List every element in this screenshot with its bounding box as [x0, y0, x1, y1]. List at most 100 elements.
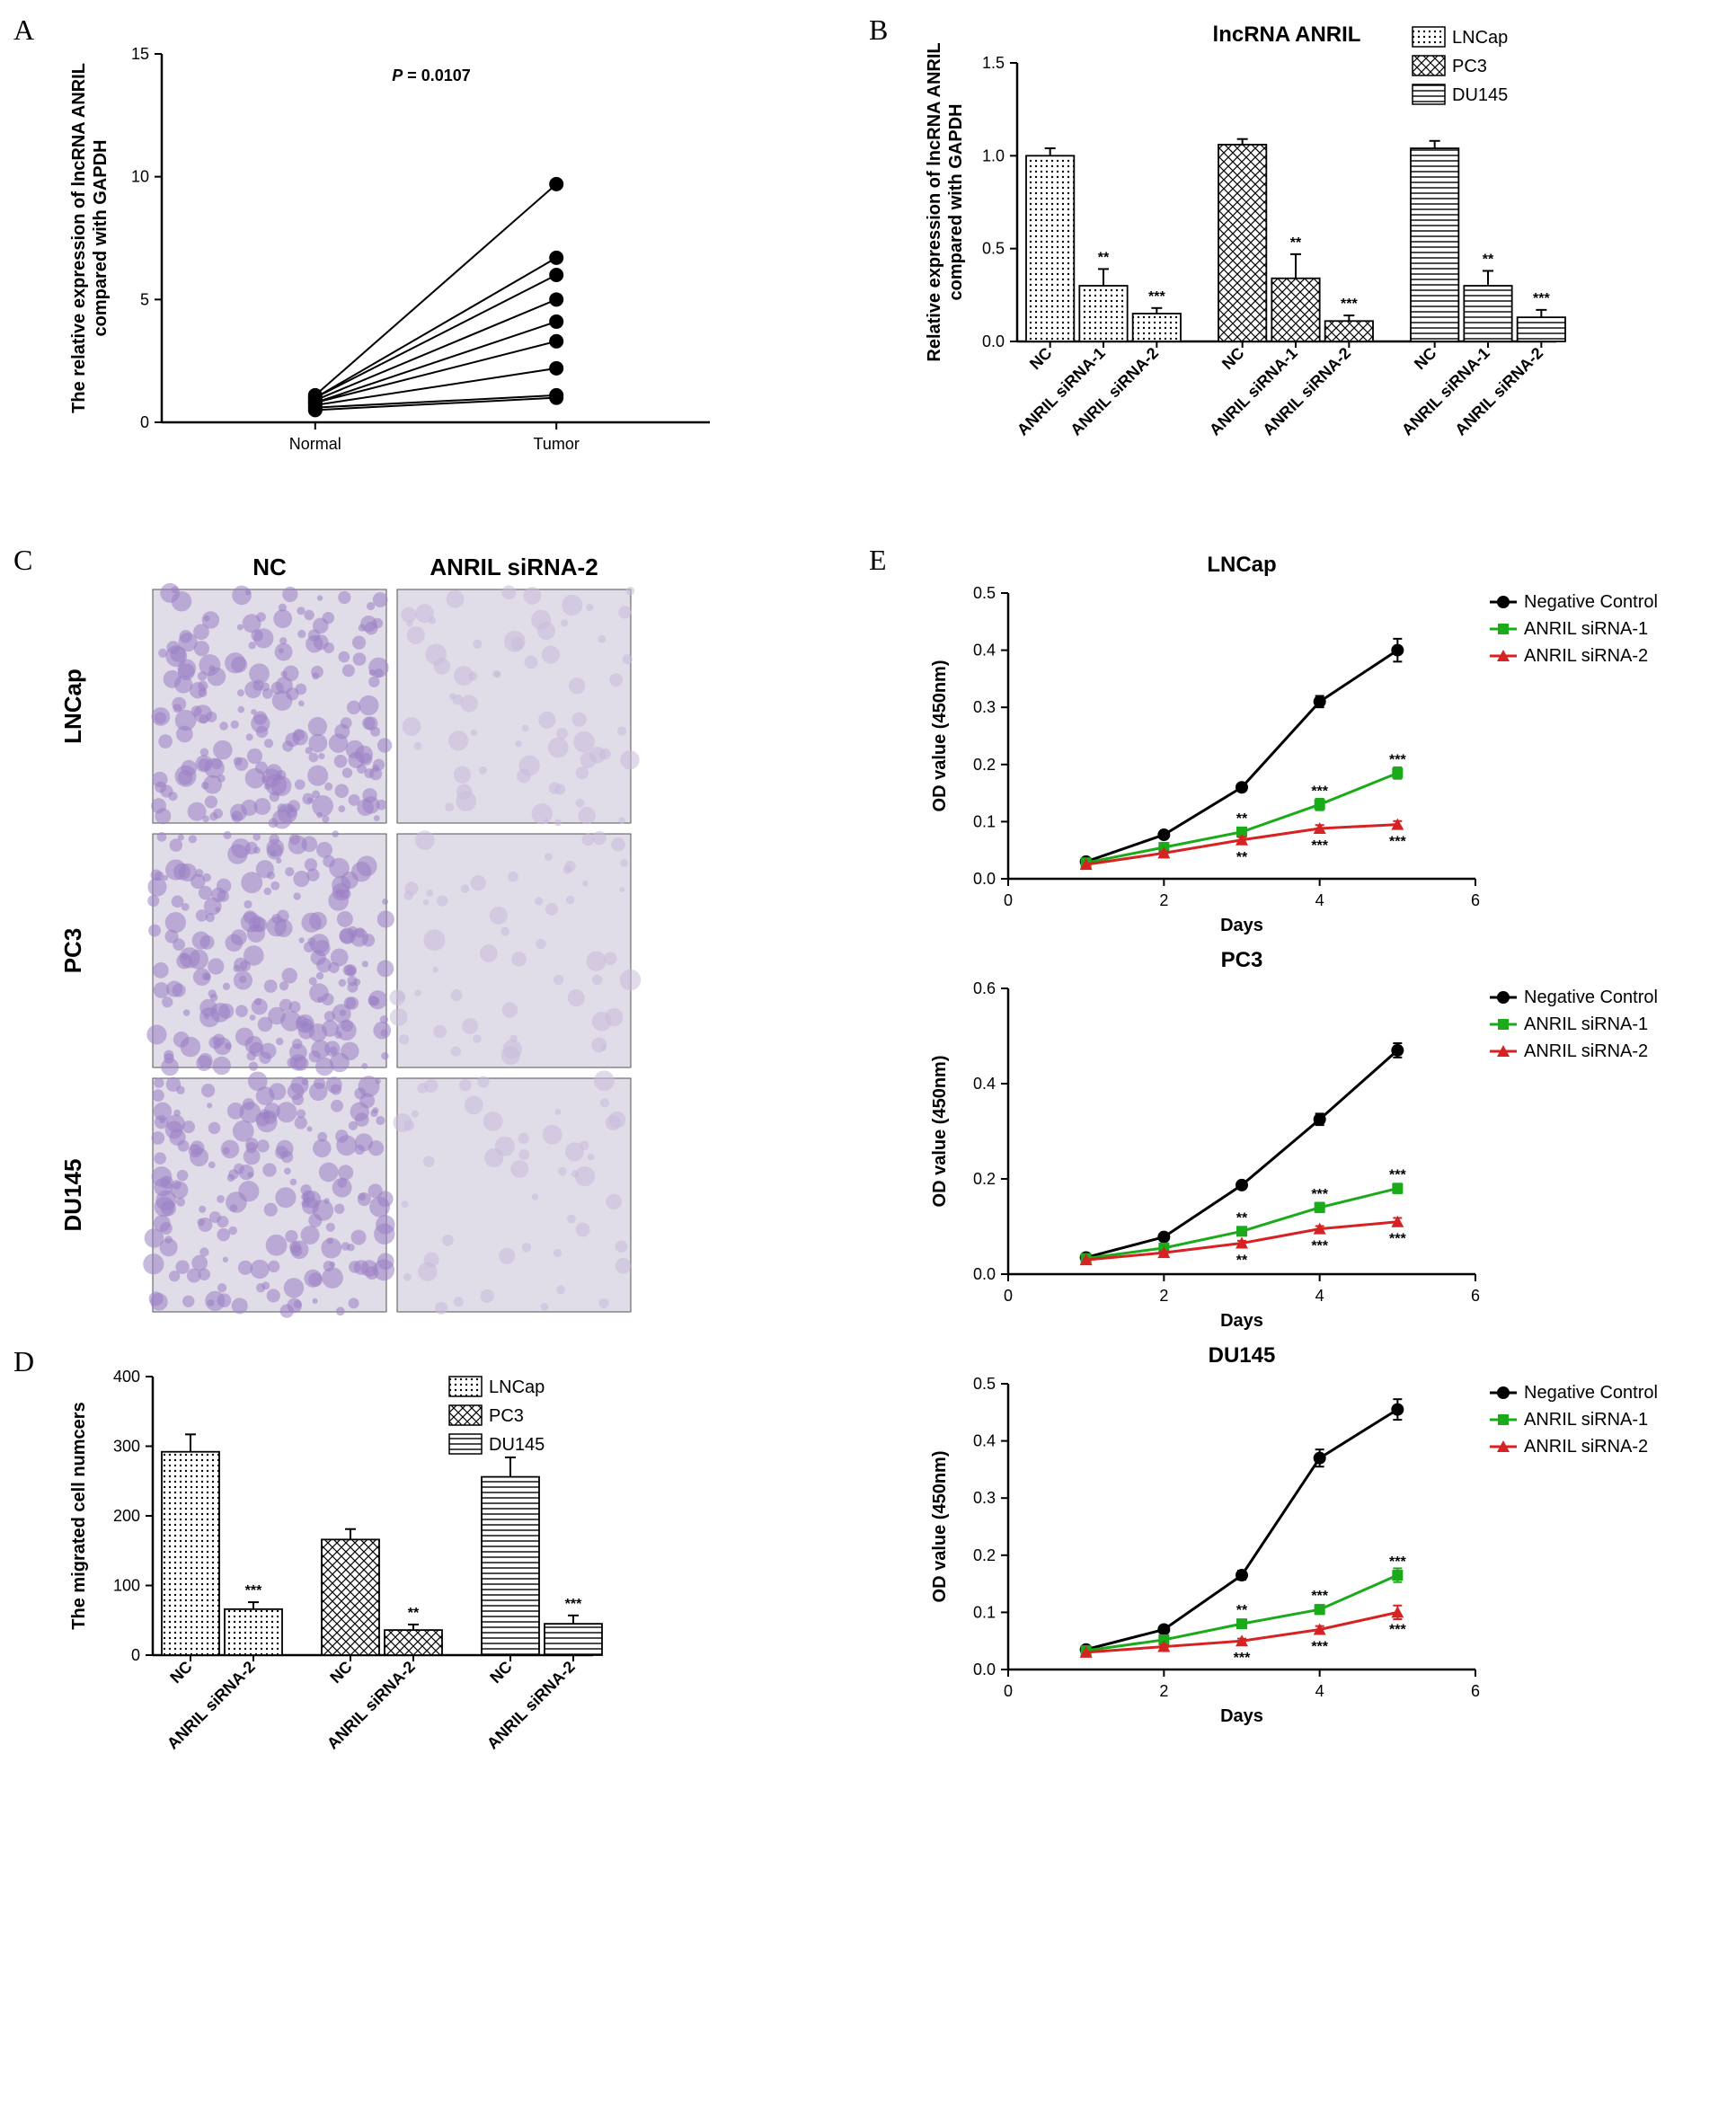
svg-text:0.5: 0.5: [973, 584, 996, 602]
svg-text:The relative expression of lnc: The relative expression of lncRNA ANRILc…: [69, 63, 111, 413]
svg-text:DU145: DU145: [1209, 1343, 1276, 1368]
svg-text:6: 6: [1471, 1682, 1480, 1700]
svg-text:DU145: DU145: [489, 1435, 545, 1455]
svg-text:0: 0: [1004, 891, 1013, 909]
panel-a-chart: 051015NormalTumorP = 0.0107The relative …: [54, 18, 846, 485]
panel-b-chart: 0.00.51.01.5lncRNA ANRIL***************N…: [909, 18, 1718, 521]
svg-text:NC: NC: [166, 1658, 196, 1687]
svg-text:Normal: Normal: [289, 435, 341, 453]
svg-text:***: ***: [1533, 291, 1550, 306]
panel-b: B 0.00.51.01.5lncRNA ANRIL**************…: [873, 18, 1718, 521]
panel-b-label: B: [869, 13, 888, 47]
svg-text:P = 0.0107: P = 0.0107: [392, 66, 471, 84]
svg-text:0.6: 0.6: [973, 979, 996, 997]
svg-text:***: ***: [1311, 1639, 1328, 1654]
svg-text:Days: Days: [1220, 916, 1263, 935]
svg-text:NC: NC: [252, 554, 287, 580]
svg-text:PC3: PC3: [1221, 948, 1263, 972]
svg-text:0: 0: [1004, 1287, 1013, 1305]
svg-text:***: ***: [1311, 784, 1328, 799]
svg-text:0: 0: [140, 413, 149, 431]
svg-text:6: 6: [1471, 1287, 1480, 1305]
svg-text:OD value (450nm): OD value (450nm): [930, 1451, 950, 1603]
svg-text:300: 300: [113, 1438, 140, 1456]
svg-text:LNCap: LNCap: [1452, 28, 1508, 48]
panel-d-chart: 0100200300400********NCANRIL siRNA-2NCAN…: [54, 1350, 846, 1835]
svg-text:Negative Control: Negative Control: [1524, 592, 1658, 612]
svg-text:**: **: [1236, 1210, 1248, 1226]
svg-text:0: 0: [131, 1646, 140, 1664]
svg-text:ANRIL siRNA-2: ANRIL siRNA-2: [1524, 1041, 1648, 1061]
panel-c-label: C: [13, 544, 32, 577]
svg-text:***: ***: [1311, 1239, 1328, 1254]
svg-text:**: **: [1236, 850, 1248, 865]
svg-text:NC: NC: [1026, 344, 1056, 374]
svg-text:4: 4: [1315, 1682, 1324, 1700]
svg-text:LNCap: LNCap: [489, 1377, 545, 1397]
svg-text:The migrated cell numcers: The migrated cell numcers: [69, 1402, 89, 1629]
svg-text:200: 200: [113, 1507, 140, 1525]
svg-text:4: 4: [1315, 1287, 1324, 1305]
svg-text:100: 100: [113, 1577, 140, 1595]
svg-text:NC: NC: [326, 1658, 356, 1687]
svg-text:lncRNA ANRIL: lncRNA ANRIL: [1213, 22, 1361, 47]
svg-text:OD value (450nm): OD value (450nm): [930, 1056, 950, 1208]
svg-text:***: ***: [1234, 1651, 1251, 1666]
svg-text:**: **: [1236, 1253, 1248, 1269]
svg-text:LNCap: LNCap: [1207, 553, 1276, 577]
svg-text:**: **: [1290, 235, 1302, 251]
svg-text:0.1: 0.1: [973, 812, 996, 830]
svg-text:0.3: 0.3: [973, 1489, 996, 1507]
svg-text:0.0: 0.0: [973, 1661, 996, 1678]
svg-text:Relative expression of lncRNA: Relative expression of lncRNA ANRILcompa…: [925, 42, 966, 361]
svg-text:Negative Control: Negative Control: [1524, 1383, 1658, 1403]
svg-text:2: 2: [1159, 1682, 1168, 1700]
svg-text:***: ***: [1389, 1168, 1406, 1183]
svg-text:0: 0: [1004, 1682, 1013, 1700]
svg-text:NC: NC: [1218, 344, 1248, 374]
svg-text:5: 5: [140, 290, 149, 308]
svg-text:2: 2: [1159, 891, 1168, 909]
svg-text:PC3: PC3: [1452, 57, 1487, 76]
svg-text:0.4: 0.4: [973, 1432, 996, 1450]
svg-text:0.2: 0.2: [973, 756, 996, 774]
svg-text:***: ***: [1389, 1622, 1406, 1637]
svg-text:PC3: PC3: [59, 928, 86, 974]
panel-c-grid: NC ANRIL siRNA-2 LNCap PC3 DU145: [54, 548, 846, 1323]
svg-text:Days: Days: [1220, 1706, 1263, 1726]
panel-c: C NCANRIL siRNA-2LNCapPC3DU145: [18, 548, 846, 1323]
svg-text:NC: NC: [1411, 344, 1440, 374]
svg-text:***: ***: [1389, 1554, 1406, 1570]
svg-text:400: 400: [113, 1368, 140, 1386]
svg-text:***: ***: [245, 1583, 262, 1599]
svg-text:***: ***: [1389, 752, 1406, 767]
svg-text:ANRIL siRNA-2: ANRIL siRNA-2: [1524, 1437, 1648, 1457]
panel-d: D 0100200300400********NCANRIL siRNA-2NC…: [18, 1350, 846, 1835]
svg-text:***: ***: [1389, 1232, 1406, 1247]
svg-text:***: ***: [1341, 297, 1358, 312]
svg-text:***: ***: [1311, 838, 1328, 854]
svg-text:LNCap: LNCap: [59, 669, 86, 744]
svg-text:10: 10: [131, 168, 149, 186]
svg-text:NC: NC: [486, 1658, 516, 1687]
svg-text:DU145: DU145: [59, 1159, 86, 1232]
svg-text:15: 15: [131, 45, 149, 63]
svg-text:0.4: 0.4: [973, 642, 996, 660]
svg-text:***: ***: [1389, 835, 1406, 850]
svg-text:**: **: [1098, 250, 1110, 265]
svg-text:0.1: 0.1: [973, 1603, 996, 1621]
svg-text:Negative Control: Negative Control: [1524, 988, 1658, 1007]
svg-text:0.0: 0.0: [982, 332, 1005, 350]
svg-text:***: ***: [1311, 1187, 1328, 1202]
svg-text:1.0: 1.0: [982, 146, 1005, 164]
panel-a-label: A: [13, 13, 34, 47]
svg-text:ANRIL siRNA-2: ANRIL siRNA-2: [1524, 646, 1648, 666]
svg-text:0.2: 0.2: [973, 1546, 996, 1564]
svg-text:ANRIL siRNA-1: ANRIL siRNA-1: [1524, 619, 1648, 639]
svg-text:ANRIL siRNA-1: ANRIL siRNA-1: [1524, 1410, 1648, 1430]
panel-e-charts: 0.0 0.1 0.2 0.3 0.4 0.5 0 2 4 6 LNCap Negative Cont…: [909, 548, 1718, 1734]
svg-text:0.5: 0.5: [973, 1375, 996, 1393]
svg-text:**: **: [1483, 252, 1494, 267]
svg-text:0.3: 0.3: [973, 698, 996, 716]
svg-text:ANRIL siRNA-2: ANRIL siRNA-2: [430, 554, 598, 580]
